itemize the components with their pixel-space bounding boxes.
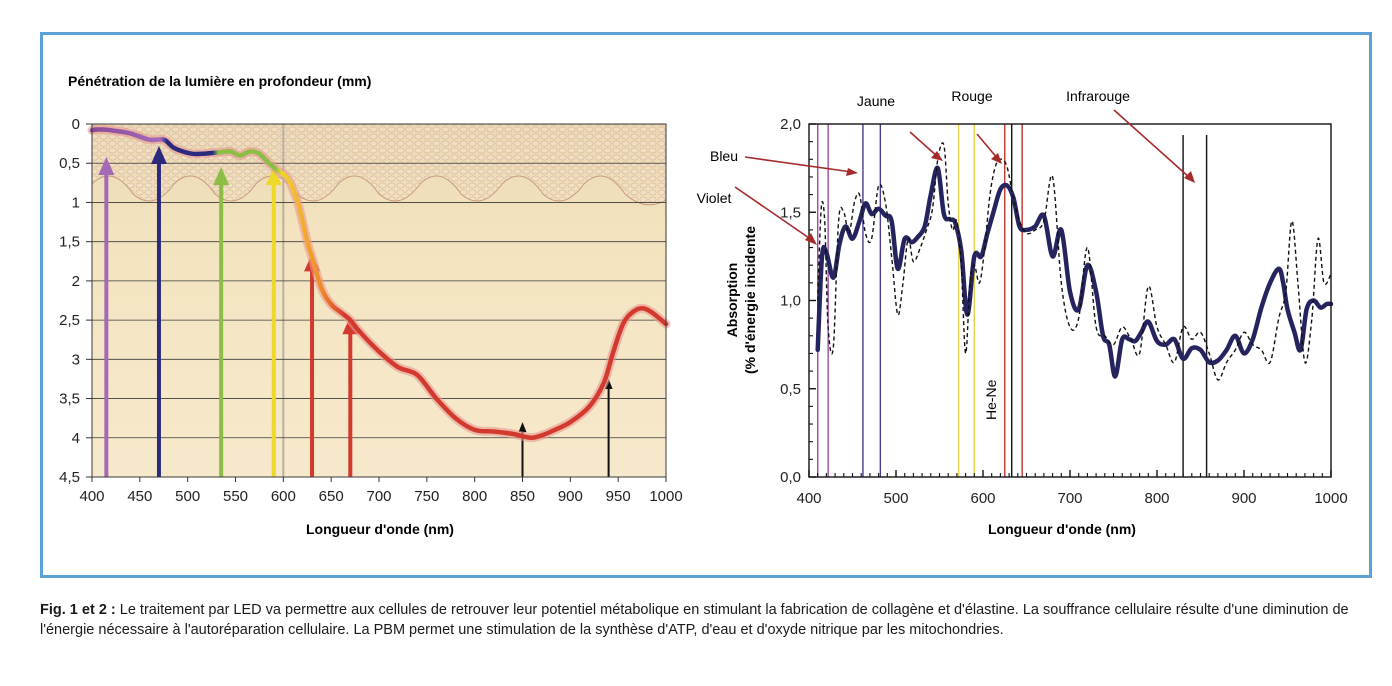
x-tick-label: 1000 [649,488,682,505]
pointer-head-bleu [846,168,858,176]
absorption-chart: 400 500 600 700 800 900 1000 0,0 0,5 1,0 1,5 2,0 L… [697,88,1348,537]
x-tick-label: 500 [175,488,200,505]
right-y-axis-label-2: (% d'énergie incidente [742,226,758,374]
right-minor-ticks [808,123,1332,478]
y-tick-label: 2 [72,273,80,290]
x-tick-label: 600 [271,488,296,505]
x-tick-label: 700 [366,488,391,505]
caption-label: Fig. 1 et 2 : [40,602,116,618]
right-y-axis-label: Absorption [724,263,740,338]
x-tick-label: 950 [606,488,631,505]
y-tick-label: 4 [72,430,80,447]
x-tick-label: 900 [558,488,583,505]
y-tick-label: 1,5 [59,234,80,251]
arrow-head [518,422,527,433]
x-tick-label: 1000 [1314,490,1347,507]
left-series-line [87,124,671,443]
y-tick-label: 3 [72,351,80,368]
x-tick-label: 700 [1057,490,1082,507]
x-tick-label: 400 [79,488,104,505]
y-tick-label: 1,0 [780,293,801,310]
y-tick-label: 1 [72,194,80,211]
pointer-violet [734,186,813,241]
pointer-bleu [744,156,853,173]
series-line-solid [815,165,1334,379]
penetration-chart: Pénétration de la lumière en profondeur … [59,73,683,537]
x-tick-label: 800 [462,488,487,505]
y-tick-label: 2,5 [59,312,80,329]
arrow-head [265,167,282,186]
figure-caption: Fig. 1 et 2 : Le traitement par LED va p… [40,600,1380,640]
annotation-pointer-heads [805,151,1195,245]
pointer-infrarouge [1113,109,1191,179]
y-tick-label: 0,0 [780,469,801,486]
figure-charts: Pénétration de la lumière en profondeur … [59,73,1348,537]
y-tick-label: 4,5 [59,469,80,486]
figure-frame [40,32,1372,578]
y-tick-label: 0,5 [780,381,801,398]
right-x-tick-labels: 400 500 600 700 800 900 1000 [796,490,1347,507]
annotation-pointers [734,109,1191,241]
pointer-rouge-2 [976,133,999,160]
x-tick-label: 800 [1144,490,1169,507]
annotation-jaune: Jaune [857,93,895,109]
annotation-infrarouge: Infrarouge [1066,88,1130,104]
right-series-lines [815,142,1334,381]
x-tick-label: 450 [127,488,152,505]
pointer-rouge-1 [909,131,939,158]
x-tick-label: 550 [223,488,248,505]
right-y-tick-labels: 0,0 0,5 1,0 1,5 2,0 [780,116,801,486]
y-tick-label: 0 [72,116,80,133]
annotation-rouge: Rouge [951,88,992,104]
x-tick-label: 750 [414,488,439,505]
x-tick-label: 500 [883,490,908,507]
pointer-head-rouge-1 [931,151,943,161]
left-x-axis-label: Longueur d'onde (nm) [306,521,454,537]
series-line [89,127,669,441]
annotation-he-ne: He-Ne [983,379,999,420]
left-y-tick-labels: 0 0,5 1 1,5 2 2,5 3 3,5 4 4,5 [59,116,92,486]
arrow-head [98,156,115,175]
y-tick-label: 3,5 [59,391,80,408]
annotation-violet: Violet [697,190,732,206]
pointer-head-infrarouge [1184,171,1195,183]
y-tick-label: 1,5 [780,204,801,221]
arrow-head [213,167,230,186]
pointer-head-violet [805,233,817,245]
annotation-bleu: Bleu [710,148,738,164]
y-tick-label: 0,5 [59,155,80,172]
right-wavelength-lines [817,124,1208,477]
left-chart-title: Pénétration de la lumière en profondeur … [68,73,371,89]
x-tick-label: 850 [510,488,535,505]
x-tick-label: 600 [970,490,995,507]
x-tick-label: 650 [319,488,344,505]
caption-text: Le traitement par LED va permettre aux c… [40,602,1349,638]
x-tick-label: 400 [796,490,821,507]
x-tick-label: 900 [1231,490,1256,507]
right-x-axis-label: Longueur d'onde (nm) [988,521,1136,537]
arrow-head [150,145,167,164]
pointer-head-rouge-2 [991,153,1002,164]
skin-layer-illustration [91,123,667,206]
left-x-tick-labels: 400 450 500 550 600 650 700 750 800 850 900 950 1000 [79,477,683,505]
y-tick-label: 2,0 [780,116,801,133]
